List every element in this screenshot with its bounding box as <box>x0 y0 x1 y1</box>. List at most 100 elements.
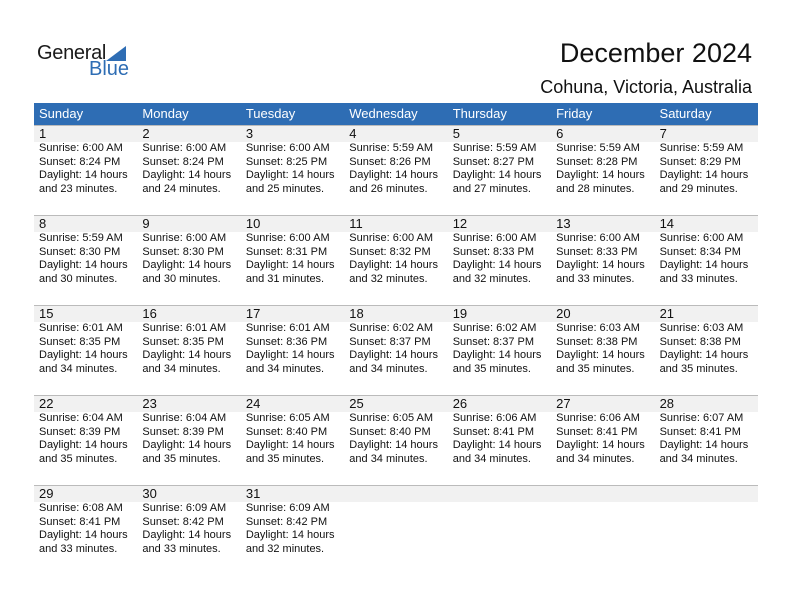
daylight-minutes-text: and 27 minutes. <box>452 182 531 195</box>
daylight-text: Daylight: 14 hours <box>142 169 232 182</box>
daylight-text: Daylight: 14 hours <box>142 349 232 362</box>
daylight-text: Daylight: 14 hours <box>659 349 749 362</box>
weekday-thursday: Thursday <box>452 106 507 121</box>
daylight-minutes-text: and 35 minutes. <box>556 362 635 375</box>
daylight-text: Daylight: 14 hours <box>245 439 335 452</box>
sunset-text: Sunset: 8:40 PM <box>349 425 431 438</box>
day-cell: 26 Sunrise: 6:06 AM Sunset: 8:41 PM Dayligh… <box>448 395 551 466</box>
daylight-text: Daylight: 14 hours <box>349 349 438 362</box>
daylight-text: Daylight: 14 hours <box>452 439 542 452</box>
day-cell: 4 Sunrise: 5:59 AM Sunset: 8:26 PM Daylight… <box>344 125 447 196</box>
week-row: 1 Sunrise: 6:00 AM Sunset: 8:24 PM Daylight… <box>34 125 758 215</box>
daylight-minutes-text: and 35 minutes. <box>452 362 531 375</box>
day-cell: 14 Sunrise: 6:00 AM Sunset: 8:34 PM Dayligh… <box>655 215 758 286</box>
sunrise-text: Sunrise: 6:05 AM <box>349 412 434 424</box>
day-cell: 12 Sunrise: 6:00 AM Sunset: 8:33 PM Dayligh… <box>448 215 551 286</box>
daylight-minutes-text: and 34 minutes. <box>452 452 531 465</box>
week-row: 15 Sunrise: 6:01 AM Sunset: 8:35 PM Dayligh… <box>34 305 758 395</box>
sunset-text: Sunset: 8:38 PM <box>556 335 638 348</box>
sunset-text: Sunset: 8:32 PM <box>349 245 431 258</box>
daylight-text: Daylight: 14 hours <box>659 169 749 182</box>
day-number: 15 <box>39 306 54 321</box>
daylight-minutes-text: and 31 minutes. <box>245 272 325 285</box>
daylight-text: Daylight: 14 hours <box>349 439 438 452</box>
sunset-text: Sunset: 8:29 PM <box>659 155 741 168</box>
weeks: 1 Sunrise: 6:00 AM Sunset: 8:24 PM Daylight… <box>34 125 758 575</box>
day-number: 25 <box>349 396 364 411</box>
daylight-minutes-text: and 35 minutes. <box>39 452 118 465</box>
sunset-text: Sunset: 8:39 PM <box>142 425 224 438</box>
sunrise-text: Sunrise: 6:00 AM <box>245 142 330 154</box>
sunrise-text: Sunrise: 6:08 AM <box>39 502 123 514</box>
sunset-text: Sunset: 8:28 PM <box>556 155 638 168</box>
daylight-minutes-text: and 26 minutes. <box>349 182 428 195</box>
day-number: 19 <box>452 306 468 321</box>
day-number: 23 <box>142 396 157 411</box>
sunrise-text: Sunrise: 6:06 AM <box>556 412 640 424</box>
sunset-text: Sunset: 8:30 PM <box>39 245 121 258</box>
calendar-grid: Sunday Monday Tuesday Wednesday Thursday Frid… <box>34 103 758 575</box>
daylight-text: Daylight: 14 hours <box>39 169 128 182</box>
sunset-text: Sunset: 8:41 PM <box>556 425 638 438</box>
daylight-minutes-text: and 33 minutes. <box>39 542 118 555</box>
weekday-sunday: Sunday <box>39 106 84 121</box>
day-cell: 31 Sunrise: 6:09 AM Sunset: 8:42 PM Dayligh… <box>241 485 344 556</box>
sunset-text: Sunset: 8:35 PM <box>39 335 121 348</box>
day-cell: 8 Sunrise: 5:59 AM Sunset: 8:30 PM Daylight… <box>34 215 137 286</box>
daylight-text: Daylight: 14 hours <box>452 169 542 182</box>
day-cell: 27 Sunrise: 6:06 AM Sunset: 8:41 PM Dayligh… <box>551 395 654 466</box>
day-cell: 15 Sunrise: 6:01 AM Sunset: 8:35 PM Dayligh… <box>34 305 137 376</box>
sunrise-text: Sunrise: 6:00 AM <box>39 142 123 154</box>
daylight-text: Daylight: 14 hours <box>39 529 128 542</box>
day-cell: 3 Sunrise: 6:00 AM Sunset: 8:25 PM Daylight… <box>241 125 344 196</box>
sunset-text: Sunset: 8:42 PM <box>142 515 224 528</box>
day-cell: 9 Sunrise: 6:00 AM Sunset: 8:30 PM Daylight… <box>137 215 240 286</box>
sunrise-text: Sunrise: 6:04 AM <box>142 412 227 424</box>
weekday-saturday: Saturday <box>659 106 712 121</box>
day-cell: 6 Sunrise: 5:59 AM Sunset: 8:28 PM Daylight… <box>551 125 654 196</box>
daylight-minutes-text: and 34 minutes. <box>349 362 428 375</box>
daylight-text: Daylight: 14 hours <box>349 259 438 272</box>
date-band <box>34 305 758 322</box>
day-number: 24 <box>245 396 261 411</box>
day-number: 14 <box>659 216 675 231</box>
daylight-text: Daylight: 14 hours <box>556 169 645 182</box>
sunrise-text: Sunrise: 6:09 AM <box>142 502 227 514</box>
daylight-minutes-text: and 32 minutes. <box>245 542 325 555</box>
daylight-minutes-text: and 29 minutes. <box>659 182 738 195</box>
day-number: 22 <box>39 396 54 411</box>
daylight-text: Daylight: 14 hours <box>452 349 542 362</box>
sunset-text: Sunset: 8:37 PM <box>452 335 535 348</box>
day-number: 3 <box>245 126 254 141</box>
sunrise-text: Sunrise: 6:03 AM <box>659 322 744 334</box>
week-row: 22 Sunrise: 6:04 AM Sunset: 8:39 PM Dayligh… <box>34 395 758 485</box>
daylight-text: Daylight: 14 hours <box>142 439 232 452</box>
daylight-text: Daylight: 14 hours <box>39 439 128 452</box>
day-cell: 11 Sunrise: 6:00 AM Sunset: 8:32 PM Dayligh… <box>344 215 447 286</box>
day-number: 7 <box>659 126 667 141</box>
daylight-minutes-text: and 35 minutes. <box>142 452 221 465</box>
sunrise-text: Sunrise: 6:07 AM <box>659 412 744 424</box>
day-cell: 17 Sunrise: 6:01 AM Sunset: 8:36 PM Dayligh… <box>241 305 344 376</box>
sunset-text: Sunset: 8:36 PM <box>245 335 328 348</box>
sunrise-text: Sunrise: 6:01 AM <box>142 322 227 334</box>
sunset-text: Sunset: 8:40 PM <box>245 425 328 438</box>
sunrise-text: Sunrise: 6:01 AM <box>245 322 330 334</box>
logo-triangle-icon <box>106 46 126 61</box>
day-number: 30 <box>142 486 157 501</box>
date-band <box>34 485 758 502</box>
sunset-text: Sunset: 8:31 PM <box>245 245 328 258</box>
daylight-text: Daylight: 14 hours <box>245 169 335 182</box>
day-cell: 5 Sunrise: 5:59 AM Sunset: 8:27 PM Daylight… <box>448 125 551 196</box>
day-number: 20 <box>556 306 571 321</box>
day-cell: 10 Sunrise: 6:00 AM Sunset: 8:31 PM Dayligh… <box>241 215 344 286</box>
day-number: 8 <box>39 216 47 231</box>
day-cell: 28 Sunrise: 6:07 AM Sunset: 8:41 PM Dayligh… <box>655 395 758 466</box>
day-number: 11 <box>349 216 363 231</box>
daylight-text: Daylight: 14 hours <box>659 439 749 452</box>
day-cell: 24 Sunrise: 6:05 AM Sunset: 8:40 PM Dayligh… <box>241 395 344 466</box>
sunrise-text: Sunrise: 6:00 AM <box>142 232 227 244</box>
daylight-text: Daylight: 14 hours <box>142 529 232 542</box>
day-number: 9 <box>142 216 150 231</box>
sunset-text: Sunset: 8:42 PM <box>245 515 328 528</box>
